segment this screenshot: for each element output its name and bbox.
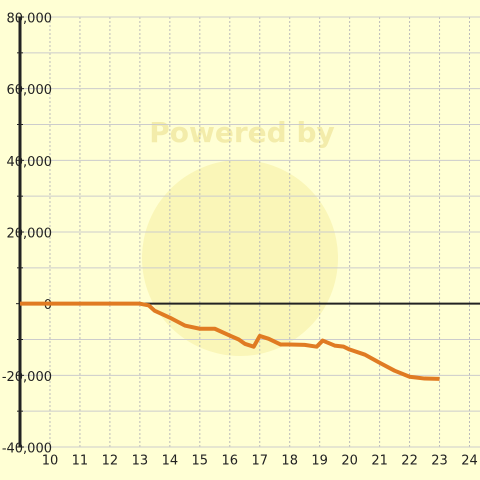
y-tick-label: -20,000 <box>2 370 52 385</box>
watermark: Powered by <box>149 116 335 149</box>
watermark-logo <box>142 160 338 356</box>
y-tick-label: 20,000 <box>7 227 53 242</box>
x-tick-label: 11 <box>72 454 89 469</box>
x-tick-label: 17 <box>251 454 268 469</box>
y-tick-label: 60,000 <box>7 83 53 98</box>
y-tick-label: -40,000 <box>2 442 52 457</box>
x-tick-label: 13 <box>132 454 149 469</box>
x-tick-label: 19 <box>311 454 328 469</box>
y-tick-label: 40,000 <box>7 155 53 170</box>
x-tick-label: 20 <box>341 454 358 469</box>
y-tick-label: 80,000 <box>7 12 53 27</box>
x-tick-label: 10 <box>42 454 59 469</box>
x-tick-label: 16 <box>221 454 238 469</box>
x-tick-label: 23 <box>431 454 448 469</box>
x-tick-label: 22 <box>401 454 418 469</box>
x-tick-label: 15 <box>192 454 209 469</box>
data-line <box>20 301 440 381</box>
x-tick-label: 18 <box>281 454 298 469</box>
x-tick-label: 24 <box>461 454 478 469</box>
x-tick-label: 14 <box>162 454 179 469</box>
x-tick-label: 12 <box>102 454 119 469</box>
x-tick-label: 21 <box>371 454 388 469</box>
